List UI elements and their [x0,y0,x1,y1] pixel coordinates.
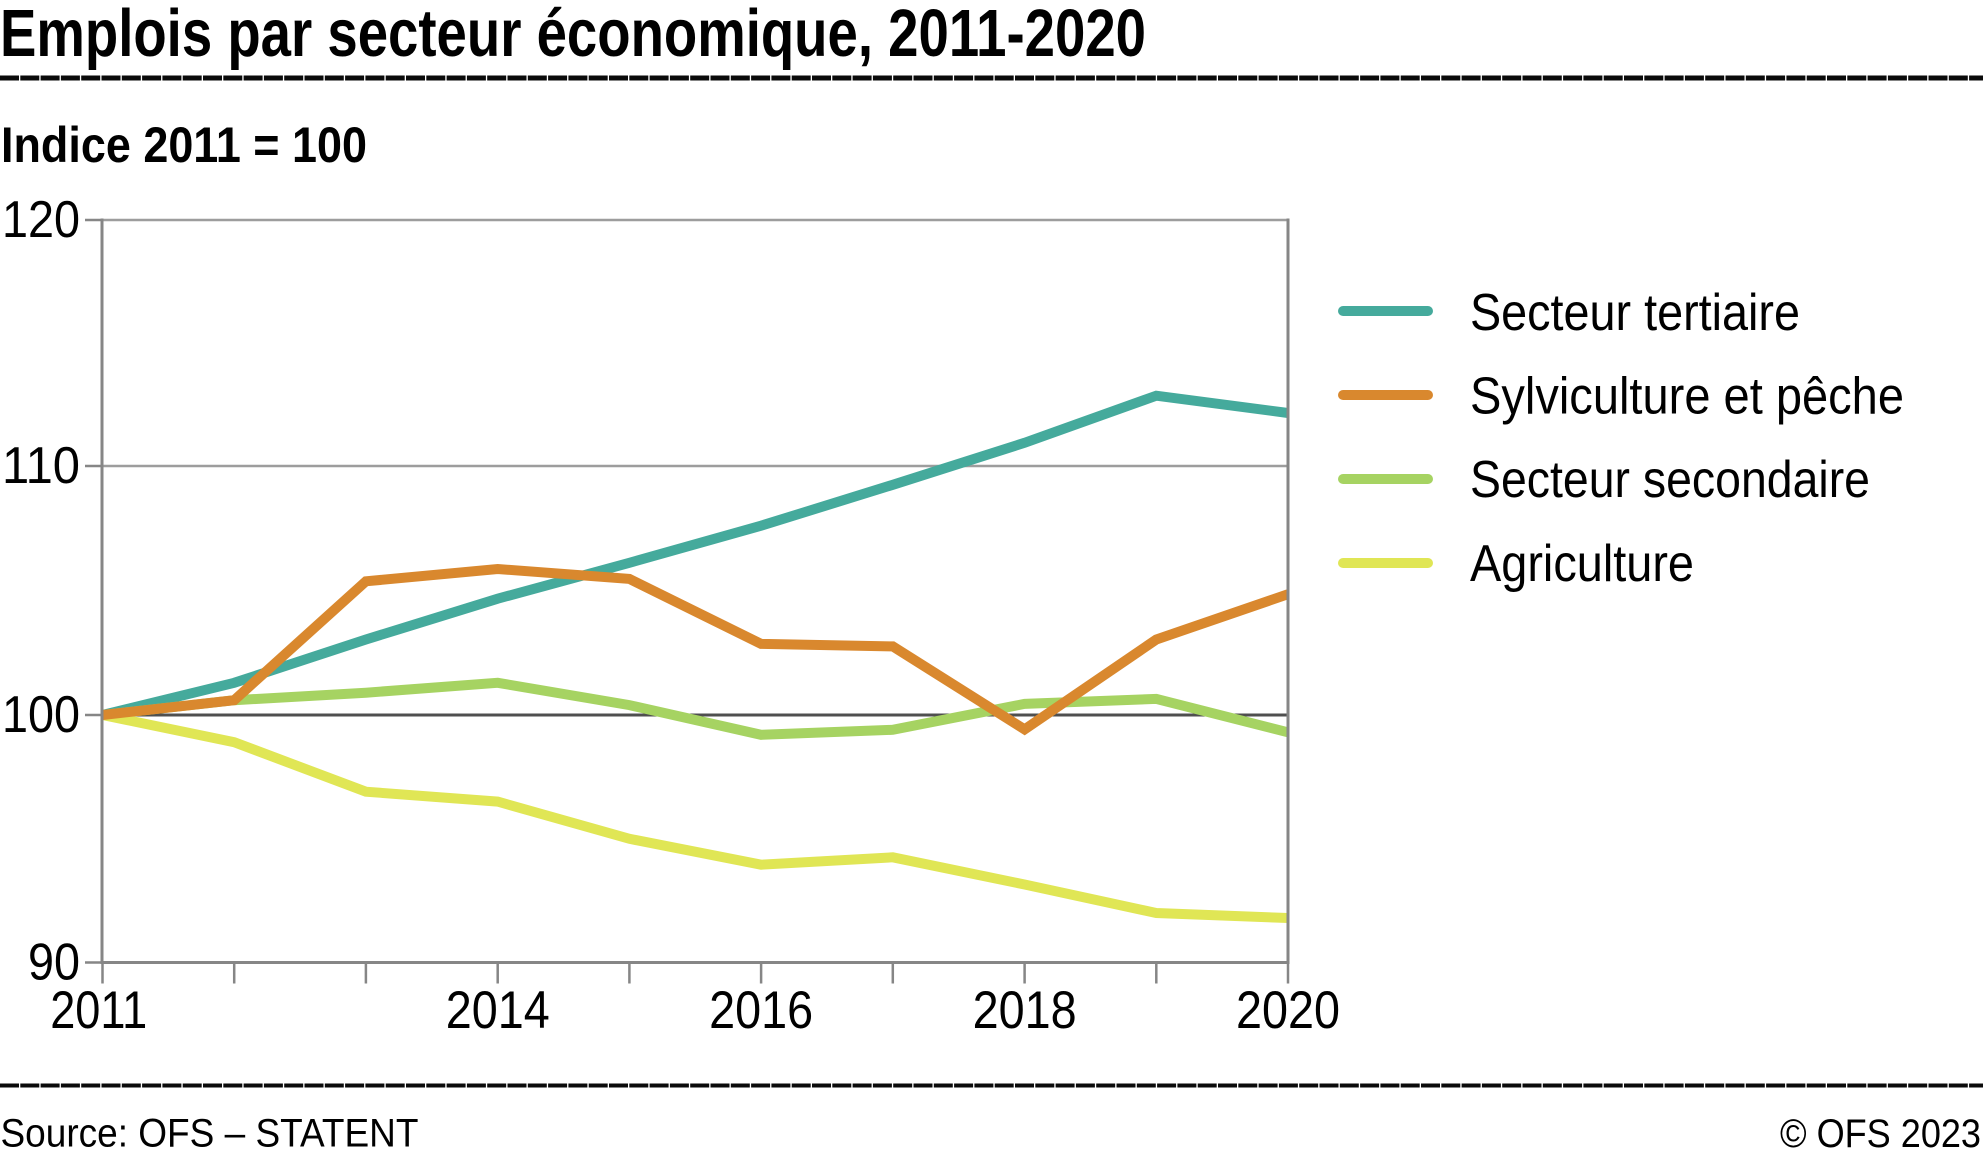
svg-text:Secteur tertiaire: Secteur tertiaire [1470,284,1800,342]
svg-text:90: 90 [28,934,80,992]
svg-text:© OFS 2023: © OFS 2023 [1780,1112,1981,1156]
svg-text:100: 100 [2,686,80,744]
svg-text:2014: 2014 [446,981,550,1040]
svg-text:Indice 2011 = 100: Indice 2011 = 100 [1,117,367,173]
svg-text:Sylviculture et pêche: Sylviculture et pêche [1470,368,1904,426]
svg-text:Source: OFS – STATENT: Source: OFS – STATENT [1,1112,419,1156]
svg-text:2016: 2016 [709,981,813,1040]
svg-text:120: 120 [2,191,80,249]
svg-text:2020: 2020 [1236,981,1340,1040]
svg-text:110: 110 [2,437,80,495]
svg-text:Emplois par secteur économique: Emplois par secteur économique, 2011-202… [0,0,1146,71]
svg-text:Agriculture: Agriculture [1470,535,1694,593]
svg-text:Secteur secondaire: Secteur secondaire [1470,451,1870,509]
svg-text:2018: 2018 [973,981,1077,1040]
svg-text:2011: 2011 [50,981,147,1040]
